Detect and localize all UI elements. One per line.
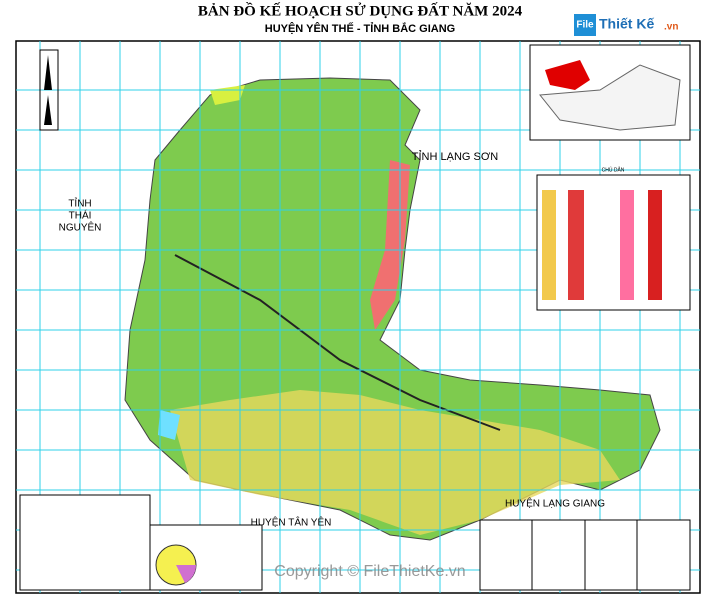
logo-box [574,14,596,36]
region-label: THÁI [69,209,92,222]
water-body [158,410,180,440]
inset-province [539,64,681,131]
region-label: HUYỆN TÂN YÊN [251,516,332,529]
swatch-column [648,190,662,300]
residential-zone [170,390,620,535]
swatch-column [620,190,634,300]
legend-title: CHÚ DẪN [602,166,625,173]
map-title: BẢN ĐỒ KẾ HOẠCH SỬ DỤNG ĐẤT NĂM 2024 [198,1,523,19]
logo-brand: File [576,20,594,31]
region-label: TỈNH LẠNG SƠN [412,150,498,163]
inset-highlight [545,60,590,90]
legend-lines-box [19,494,151,591]
region-label: NGUYÊN [59,221,102,234]
pie-slice [176,565,197,583]
grid [16,41,700,593]
swatch-column [542,190,556,300]
region-label: TỈNH [68,197,91,210]
map-subtitle: HUYỆN YÊN THẾ - TỈNH BẮC GIANG [265,22,455,35]
legend-box [536,174,691,311]
logo: File Thiết Kế .vn [574,14,678,36]
watermark: Copyright © FileThietKe.vn [274,563,465,580]
logo-text: Thiết Kế [599,16,654,32]
north-arrow [44,55,52,125]
north-arrow-box [39,49,59,131]
region-label: HUYỆN LẠNG GIANG [505,497,605,510]
swatch-column [568,190,584,300]
logo-suffix: .vn [664,22,678,33]
legend-swatches [542,190,662,300]
